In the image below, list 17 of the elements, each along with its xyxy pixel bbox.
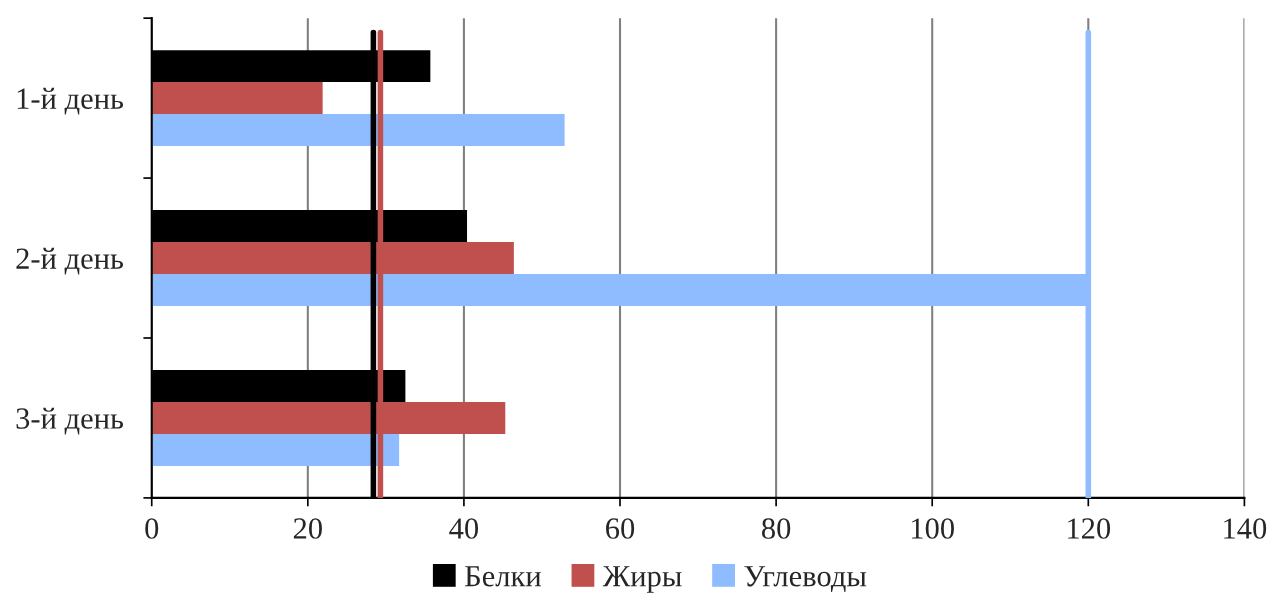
y-tick-label: 2-й день: [16, 247, 124, 275]
legend-label: Жиры: [602, 566, 682, 593]
x-tick-label: 100: [911, 518, 954, 539]
bar: [151, 433, 400, 466]
bar: [151, 114, 565, 147]
x-tick-label: 40: [449, 518, 479, 539]
x-tick-label: 60: [606, 518, 635, 539]
legend-label: Белки: [465, 566, 541, 587]
x-tick-label: 120: [1068, 518, 1111, 539]
x-tick-label: 20: [293, 518, 322, 539]
x-tick-label: 0: [145, 518, 159, 539]
legend-label: Углеводы: [744, 566, 867, 593]
x-tick-label: 80: [762, 518, 791, 539]
y-tick-label: 3-й день: [16, 407, 124, 435]
bar: [151, 82, 323, 115]
y-tick-label: 1-й день: [17, 87, 124, 115]
x-tick-label: 140: [1224, 518, 1267, 539]
